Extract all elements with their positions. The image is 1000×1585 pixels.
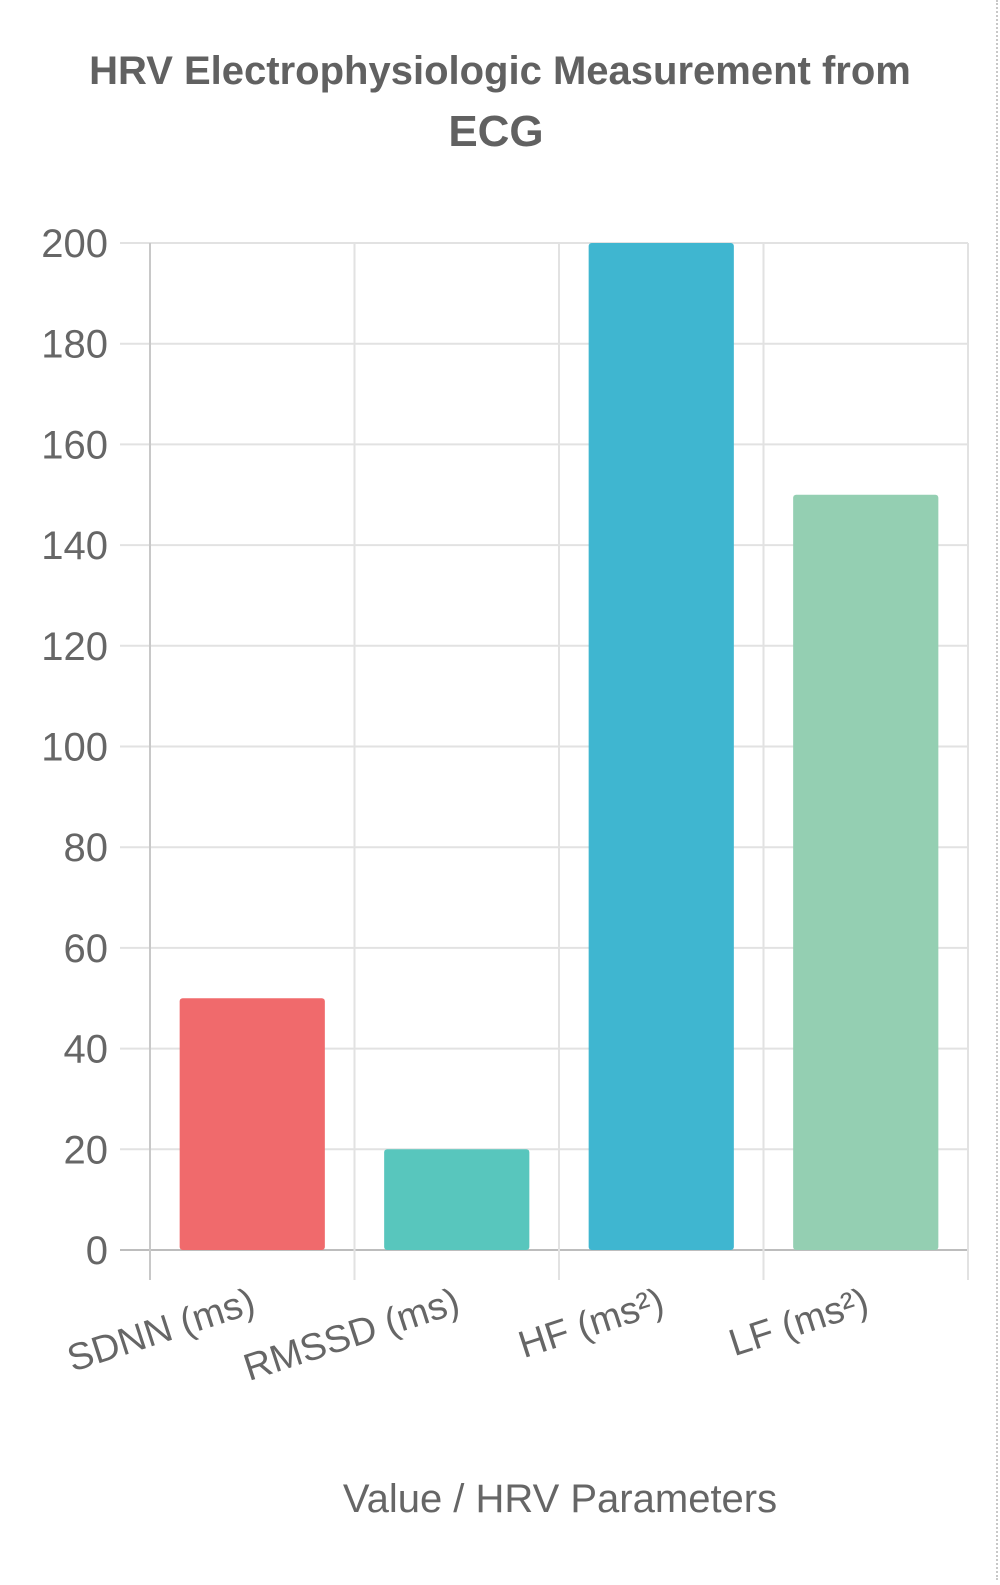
- bars: [179, 243, 939, 1250]
- y-tick-label: 40: [64, 1028, 109, 1072]
- y-axis-ticks: 0 20 40 60 80 100 120 140 160 180 200: [41, 222, 108, 1273]
- x-tick-label: LF (ms²): [724, 1281, 873, 1365]
- y-tick-label: 60: [64, 927, 109, 971]
- x-axis-label: Value / HRV Parameters: [343, 1477, 777, 1521]
- y-tick-label: 160: [41, 423, 108, 467]
- chart-title-line1: HRV Electrophysiologic Measurement from: [89, 49, 911, 93]
- x-axis-ticks: SDNN (ms)RMSSD (ms) HF (ms²) LF (ms²): [62, 1281, 873, 1390]
- y-tick-label: 120: [41, 625, 108, 669]
- y-tick-label: 80: [64, 826, 109, 870]
- chart-title-line2: ECG: [448, 107, 543, 156]
- y-tick-label: 0: [86, 1229, 108, 1273]
- y-tick-label: 140: [41, 524, 108, 568]
- x-tick-label: RMSSD (ms): [239, 1281, 465, 1390]
- frame-border: [996, 0, 998, 1580]
- y-tick-label: 180: [41, 323, 108, 367]
- grid-lines: [120, 242, 969, 1280]
- y-tick-label: 100: [41, 726, 108, 770]
- bar-2: [384, 1149, 530, 1250]
- y-tick-label: 20: [64, 1128, 109, 1172]
- x-tick-label: SDNN (ms): [62, 1281, 260, 1381]
- x-tick-label: HF (ms²): [514, 1281, 669, 1367]
- bar-1: [179, 998, 325, 1250]
- bar-4: [793, 494, 939, 1250]
- y-tick-label: 200: [41, 222, 108, 266]
- bar-3: [588, 243, 734, 1250]
